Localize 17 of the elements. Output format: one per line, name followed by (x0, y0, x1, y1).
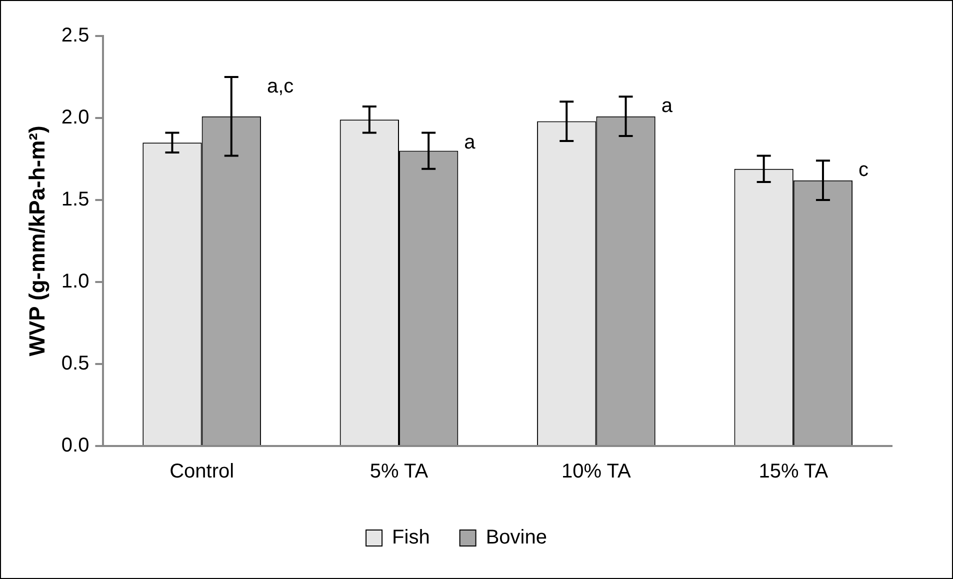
y-axis-title: WVP (g-mm/kPa-h-m²) (24, 126, 50, 356)
annotation: a (464, 131, 476, 154)
legend-label: Bovine (486, 526, 547, 549)
x-tick-label: 5% TA (370, 460, 429, 483)
y-tick-label: 2.5 (61, 24, 90, 47)
annotation: a,c (266, 76, 294, 98)
legend-label: Fish (392, 526, 430, 549)
annotation: c (858, 159, 869, 182)
x-tick-label: 10% TA (562, 460, 632, 483)
x-tick-label: 15% TA (758, 460, 829, 483)
y-tick-label: 1.0 (61, 270, 90, 293)
y-tick-label: 0.0 (61, 434, 90, 457)
y-tick-label: 1.5 (61, 188, 90, 211)
x-tick-label: Control (170, 460, 234, 483)
y-tick-label: 2.0 (61, 106, 90, 129)
y-tick-label: 0.5 (61, 352, 90, 375)
annotation: a (661, 95, 674, 118)
